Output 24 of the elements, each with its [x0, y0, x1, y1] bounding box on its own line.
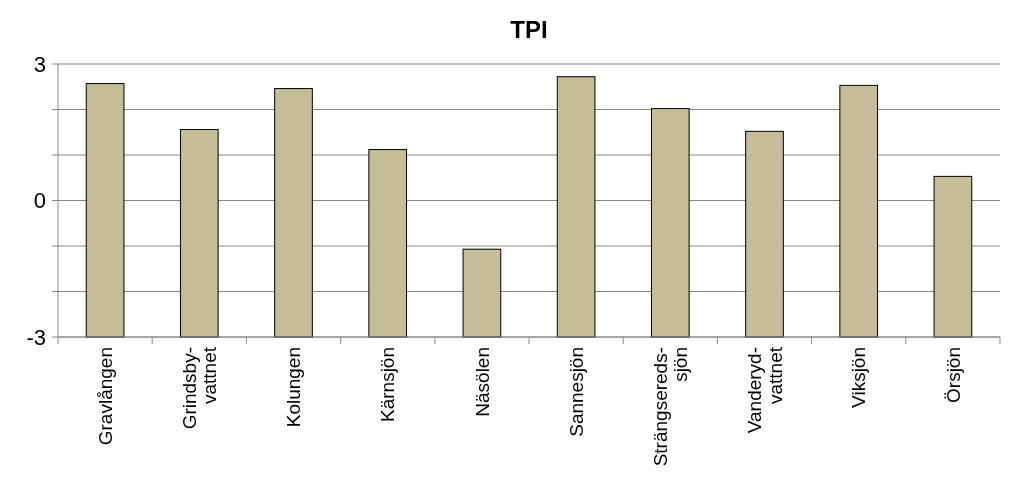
x-tick-label: Örsjön [942, 347, 964, 403]
y-tick-label: -3 [26, 324, 46, 350]
y-tick-label: 3 [33, 51, 46, 77]
x-tick-label: Grindsby- vattnet [178, 346, 221, 430]
x-tick-label: Viksjön [848, 347, 870, 408]
x-tick-label: Sannesjön [565, 347, 587, 437]
bar [85, 83, 125, 338]
x-tick-label: Kolungen [283, 347, 305, 428]
bar [462, 248, 502, 338]
x-tick-label: Gravlången [94, 347, 116, 446]
bar [745, 130, 784, 338]
x-tick-label: Näsölen [471, 347, 493, 417]
bar [556, 76, 596, 338]
y-tick-label: 0 [33, 188, 46, 214]
bar [274, 88, 313, 338]
chart-title: TPI [510, 16, 548, 43]
bar [179, 129, 219, 338]
bar [933, 175, 973, 338]
x-tick-label: Kärnsjön [377, 347, 399, 422]
bar [368, 149, 408, 338]
bar [650, 108, 690, 338]
x-tick-label: Strängsereds- sjön [649, 347, 692, 467]
bar [839, 84, 879, 338]
x-tick-label: Vanderyd- vattnet [743, 346, 786, 434]
